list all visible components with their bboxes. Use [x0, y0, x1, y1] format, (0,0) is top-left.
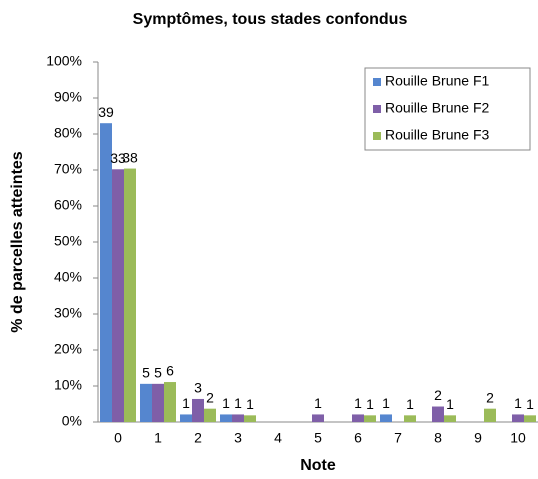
data-label: 5 [154, 365, 162, 381]
legend-swatch [373, 132, 381, 140]
data-label: 2 [486, 389, 494, 405]
legend-label: Rouille Brune F3 [385, 127, 489, 143]
legend [364, 67, 531, 151]
data-label: 3 [194, 380, 202, 396]
x-tick-label: 8 [434, 430, 442, 446]
bar [512, 414, 524, 422]
data-label: 1 [406, 396, 414, 412]
y-tick-label: 80% [54, 125, 82, 141]
chart-title: Symptômes, tous stades confondus [133, 11, 408, 28]
x-tick-label: 0 [114, 430, 122, 446]
y-tick-label: 0% [62, 413, 82, 429]
x-tick-label: 3 [234, 430, 242, 446]
x-tick-label: 9 [474, 430, 482, 446]
x-tick-label: 4 [274, 430, 282, 446]
data-label: 1 [222, 395, 230, 411]
y-tick-label: 20% [54, 341, 82, 357]
bar [312, 414, 324, 422]
data-label: 1 [366, 396, 374, 412]
data-label: 1 [526, 396, 534, 412]
bar [404, 415, 416, 422]
x-tick-label: 2 [194, 430, 202, 446]
y-tick-label: 90% [54, 89, 82, 105]
bar [204, 408, 216, 422]
data-label: 1 [354, 395, 362, 411]
y-tick-label: 100% [46, 53, 82, 69]
legend-swatch [373, 78, 381, 86]
bar [180, 414, 192, 422]
data-label: 33 [110, 150, 126, 166]
bar [192, 398, 204, 422]
y-axis-label: % de parcelles atteintes [9, 151, 26, 333]
data-label: 5 [142, 365, 150, 381]
data-label: 38 [122, 149, 138, 165]
y-tick-label: 10% [54, 377, 82, 393]
bar [432, 406, 444, 422]
x-tick-label: 6 [354, 430, 362, 446]
data-label: 2 [206, 389, 214, 405]
x-tick-label: 5 [314, 430, 322, 446]
data-label: 39 [98, 104, 114, 120]
data-label: 6 [166, 363, 174, 379]
bar [100, 123, 112, 422]
bar [232, 414, 244, 422]
bar [112, 169, 124, 422]
bar [152, 383, 164, 422]
data-label: 1 [446, 396, 454, 412]
data-label: 2 [434, 387, 442, 403]
bar [524, 415, 536, 422]
bar [352, 414, 364, 422]
data-label: 1 [234, 395, 242, 411]
y-tick-label: 60% [54, 197, 82, 213]
bar [484, 408, 496, 422]
bar [164, 382, 176, 422]
bar [444, 415, 456, 422]
legend-label: Rouille Brune F2 [385, 100, 489, 116]
y-tick-label: 50% [54, 233, 82, 249]
bar [124, 168, 136, 422]
bar [364, 415, 376, 422]
bar [140, 383, 152, 422]
y-tick-label: 30% [54, 305, 82, 321]
data-label: 1 [514, 395, 522, 411]
data-label: 1 [314, 395, 322, 411]
data-label: 1 [382, 395, 390, 411]
x-tick-label: 7 [394, 430, 402, 446]
x-tick-label: 1 [154, 430, 162, 446]
y-tick-label: 70% [54, 161, 82, 177]
legend-label: Rouille Brune F1 [385, 73, 489, 89]
bar [220, 414, 232, 422]
y-tick-label: 40% [54, 269, 82, 285]
bar [380, 414, 392, 422]
data-label: 1 [246, 396, 254, 412]
data-label: 1 [182, 395, 190, 411]
x-tick-label: 10 [510, 430, 526, 446]
bar [244, 415, 256, 422]
x-axis-label: Note [300, 457, 336, 474]
legend-swatch [373, 105, 381, 113]
